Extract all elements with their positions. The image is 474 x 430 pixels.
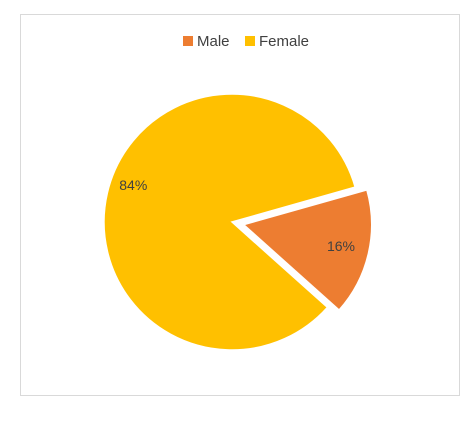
legend-label: Female xyxy=(259,33,309,50)
pie-slice xyxy=(103,93,357,351)
legend-label: Male xyxy=(197,33,230,50)
data-label: 16% xyxy=(327,238,355,254)
legend-swatch xyxy=(183,36,193,46)
pie-slice xyxy=(242,188,373,312)
data-label: 84% xyxy=(119,177,147,193)
legend-swatch xyxy=(245,36,255,46)
